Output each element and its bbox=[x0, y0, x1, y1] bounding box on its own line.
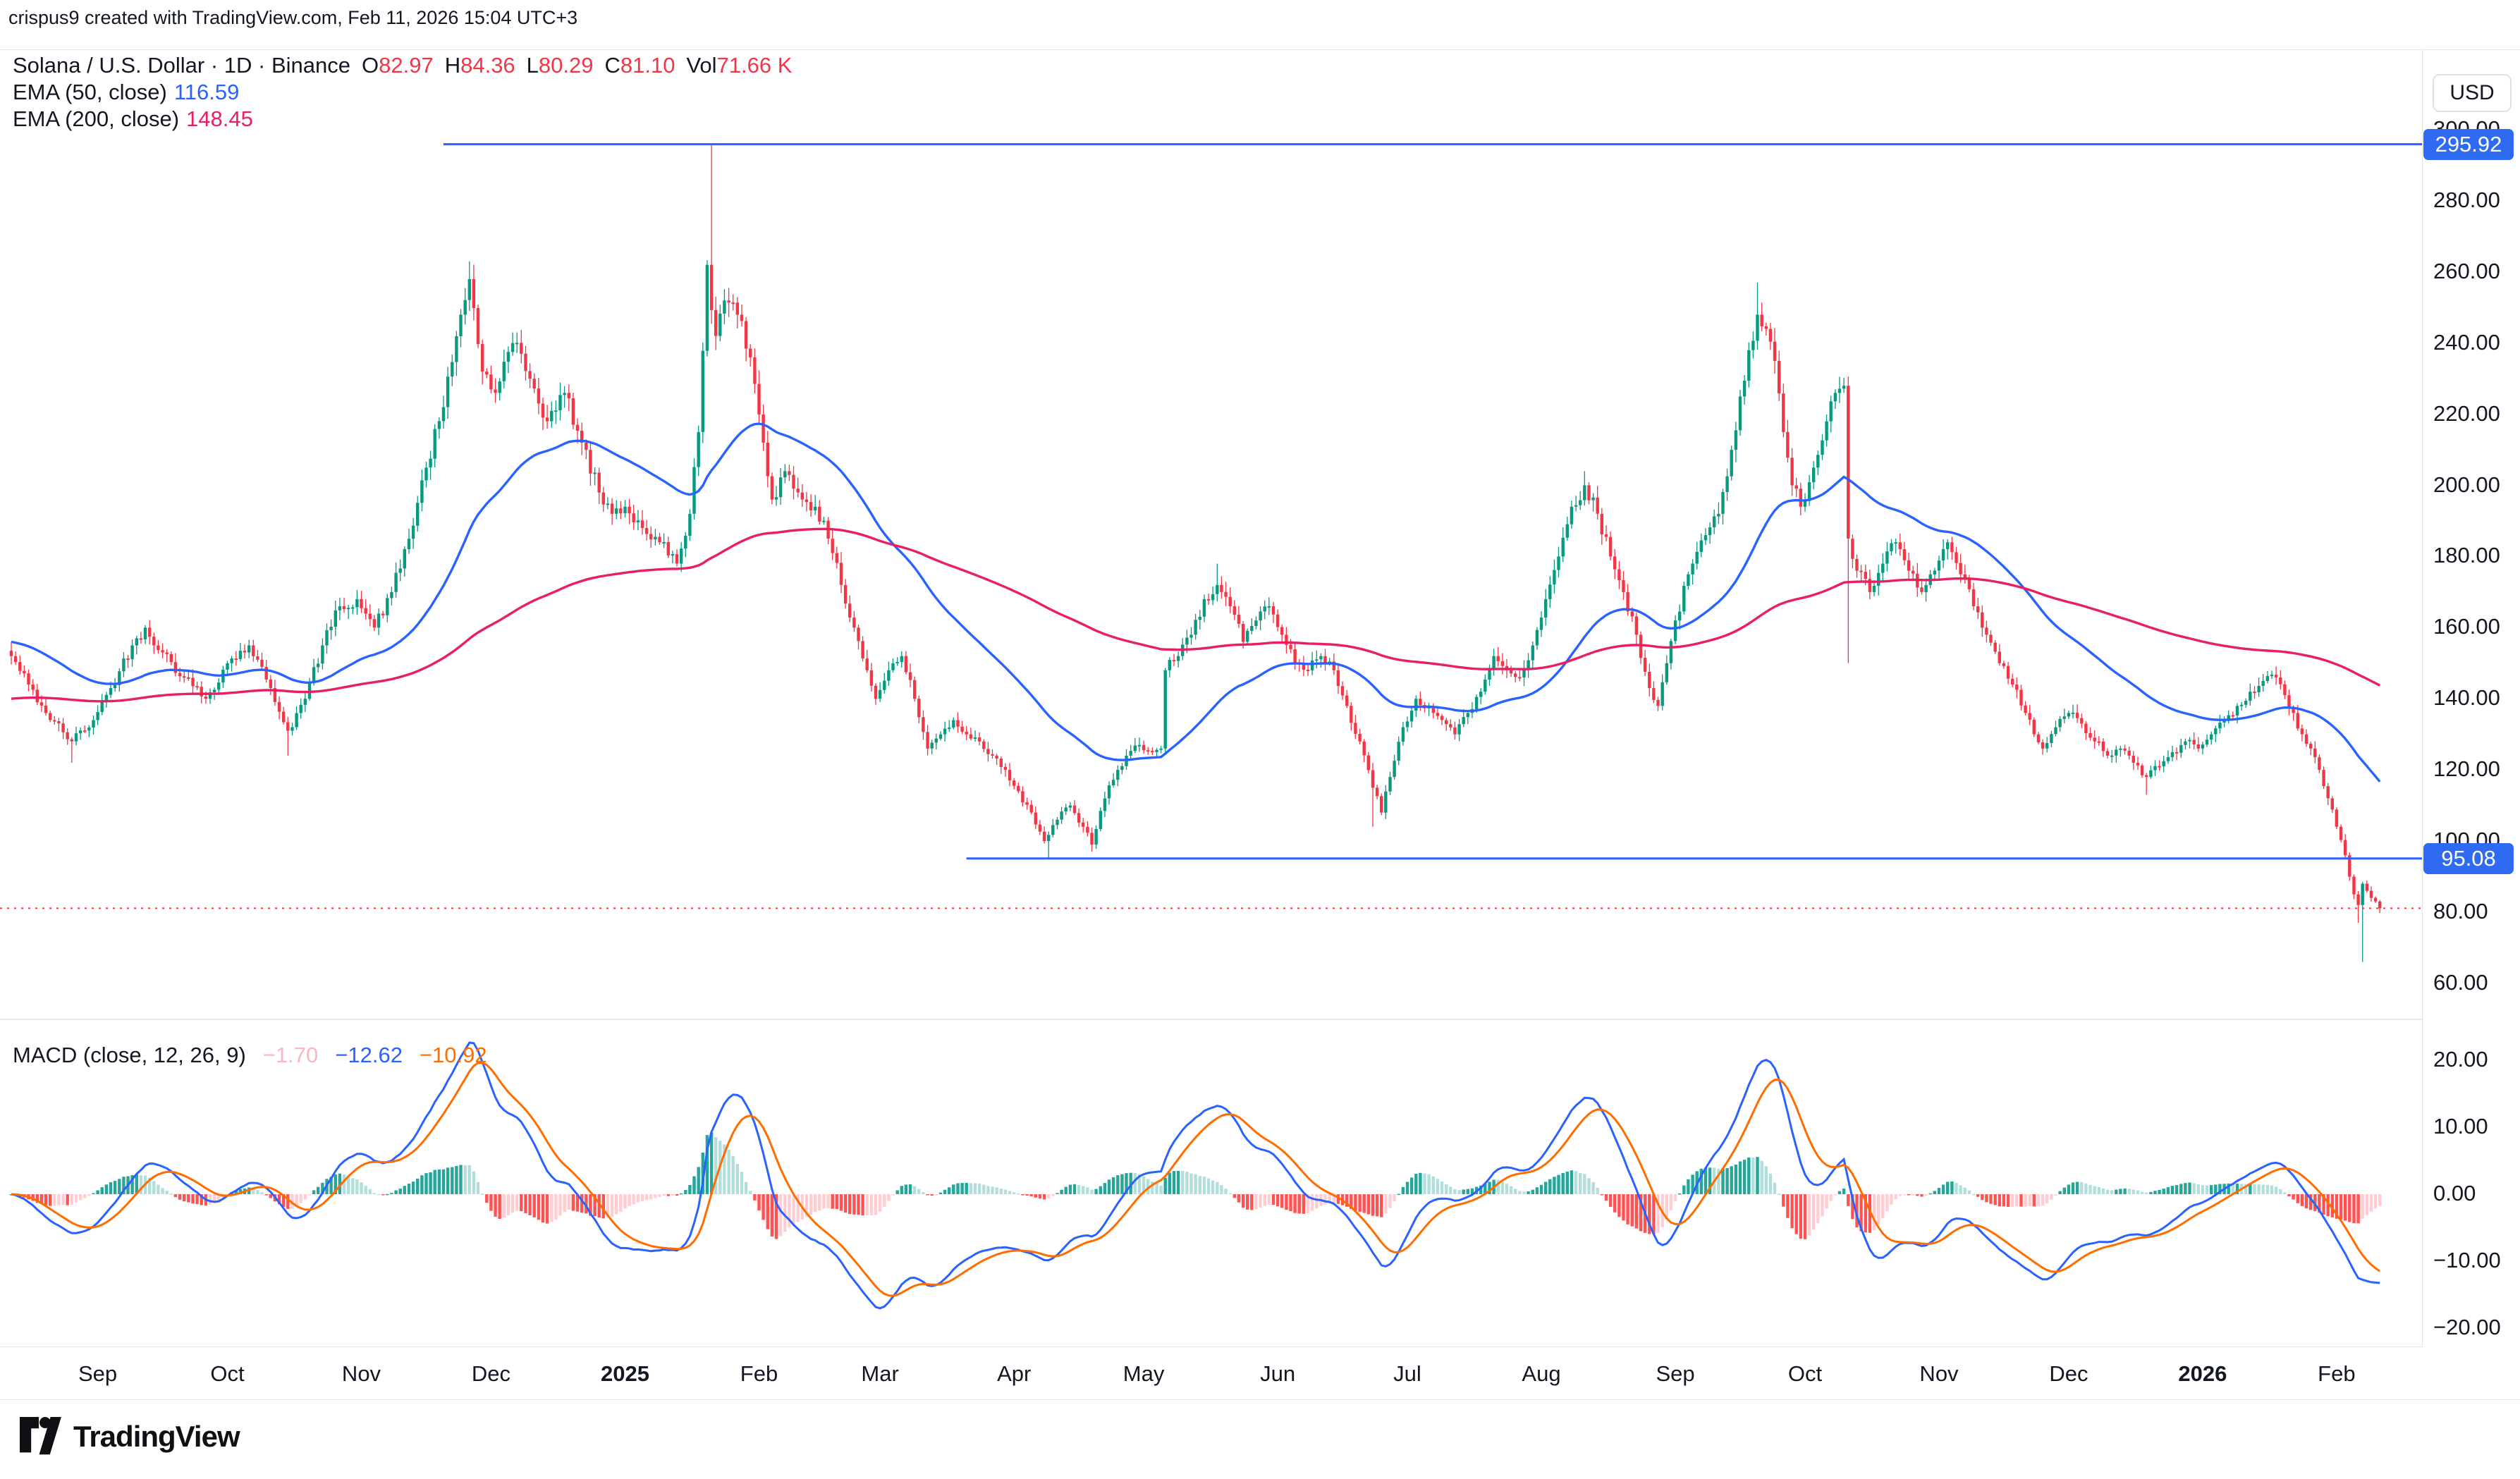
time-tick-label: Sep bbox=[78, 1361, 118, 1386]
volume-value: 71.66 K bbox=[716, 53, 793, 78]
ema200-legend-row: EMA (200, close) 148.45 bbox=[13, 106, 792, 133]
time-tick-label: May bbox=[1123, 1361, 1165, 1386]
time-tick-label: Mar bbox=[861, 1361, 899, 1386]
ohlc-key: H bbox=[444, 53, 461, 78]
creator-line: crispus9 created with TradingView.com, F… bbox=[8, 7, 578, 28]
price-pane[interactable] bbox=[0, 143, 2422, 962]
tradingview-logo-text: TradingView bbox=[73, 1420, 240, 1453]
price-tick-label: 140.00 bbox=[2433, 685, 2500, 711]
price-level-badge: 295.92 bbox=[2423, 128, 2514, 160]
macd-tick-label: 0.00 bbox=[2433, 1181, 2476, 1205]
time-tick-label: Jul bbox=[1393, 1361, 1421, 1386]
time-tick-label: Oct bbox=[210, 1361, 245, 1386]
price-tick-label: 260.00 bbox=[2433, 258, 2500, 283]
time-tick-label: Feb bbox=[740, 1361, 778, 1386]
price-tick-label: 280.00 bbox=[2433, 187, 2500, 212]
time-tick-label: Dec bbox=[2049, 1361, 2088, 1386]
ohlc-value: 84.36 bbox=[460, 53, 515, 78]
time-tick-label: Apr bbox=[997, 1361, 1032, 1386]
price-tick-label: 80.00 bbox=[2433, 898, 2488, 923]
footer: TradingView bbox=[0, 1400, 2520, 1479]
ohlc-values: O82.97 H84.36 L80.29 C81.10 bbox=[350, 53, 675, 78]
macd-label: MACD (close, 12, 26, 9) bbox=[13, 1043, 246, 1067]
tradingview-logo[interactable]: TradingView bbox=[20, 1417, 240, 1456]
time-tick-label: 2026 bbox=[2178, 1361, 2227, 1386]
ohlc-value: 80.29 bbox=[538, 53, 594, 78]
macd-tick-label: 10.00 bbox=[2433, 1114, 2488, 1139]
price-level-badge: 95.08 bbox=[2423, 842, 2514, 874]
time-tick-label: Dec bbox=[471, 1361, 510, 1386]
macd-tick-label: 20.00 bbox=[2433, 1047, 2488, 1072]
ohlc-key: L bbox=[526, 53, 539, 78]
time-tick-label: Nov bbox=[341, 1361, 381, 1386]
ohlc-key: O bbox=[362, 53, 379, 78]
ema50-label: EMA (50, close) bbox=[13, 80, 167, 104]
price-tick-label: 180.00 bbox=[2433, 543, 2500, 568]
macd-line-value: −12.62 bbox=[335, 1043, 403, 1067]
time-axis[interactable]: Sep Oct Nov Dec 2025 Feb Mar Apr May Jun Jul Aug Sep… bbox=[0, 1346, 2520, 1400]
macd-tick-label: −20.00 bbox=[2433, 1315, 2501, 1339]
time-tick-label: Nov bbox=[1919, 1361, 1959, 1386]
chart-legend: Solana / U.S. Dollar · 1D · Binance O82.… bbox=[13, 53, 792, 133]
ema200-label: EMA (200, close) bbox=[13, 106, 180, 131]
time-tick-label: Oct bbox=[1787, 1361, 1823, 1386]
price-tick-label: 60.00 bbox=[2433, 969, 2488, 995]
ema200-line bbox=[11, 527, 2380, 703]
price-tick-label: 120.00 bbox=[2433, 756, 2500, 782]
macd-pane[interactable] bbox=[9, 1041, 2382, 1310]
price-tick-label: 220.00 bbox=[2433, 400, 2500, 426]
ohlc-value: 82.97 bbox=[379, 53, 434, 78]
macd-tick-label: −10.00 bbox=[2433, 1248, 2501, 1272]
time-tick-label: Jun bbox=[1260, 1361, 1296, 1386]
ema50-value: 116.59 bbox=[173, 80, 240, 104]
creator-bar: crispus9 created with TradingView.com, F… bbox=[0, 0, 2520, 49]
ohlc-value: 81.10 bbox=[620, 53, 675, 78]
time-tick-label: Feb bbox=[2318, 1361, 2356, 1386]
volume-label: Vol bbox=[686, 53, 717, 78]
price-and-macd-chart[interactable] bbox=[0, 50, 2520, 1347]
macd-legend-row: MACD (close, 12, 26, 9) −1.70 −12.62 −10… bbox=[13, 1043, 491, 1068]
time-tick-label: 2025 bbox=[601, 1361, 649, 1386]
price-tick-label: 160.00 bbox=[2433, 614, 2500, 639]
ema50-line bbox=[11, 422, 2381, 783]
macd-hist-value: −1.70 bbox=[262, 1043, 319, 1067]
chart-widget: Solana / U.S. Dollar · 1D · Binance O82.… bbox=[0, 49, 2520, 1347]
symbol-title: Solana / U.S. Dollar · 1D · Binance bbox=[13, 53, 350, 78]
ema50-legend-row: EMA (50, close) 116.59 bbox=[13, 80, 792, 106]
macd-signal-value: −10.92 bbox=[419, 1043, 487, 1067]
time-tick-label: Aug bbox=[1522, 1361, 1561, 1386]
tradingview-logo-icon bbox=[20, 1417, 61, 1455]
macd-line bbox=[11, 1041, 2380, 1310]
price-tick-label: 200.00 bbox=[2433, 472, 2500, 497]
price-axis[interactable]: USD 300.00280.00260.00240.00220.00200.00… bbox=[2422, 50, 2520, 1347]
price-tick-label: 240.00 bbox=[2433, 329, 2500, 355]
ema200-value: 148.45 bbox=[186, 106, 253, 131]
ohlc-key: C bbox=[604, 53, 620, 78]
time-tick-label: Sep bbox=[1656, 1361, 1695, 1386]
symbol-legend-row: Solana / U.S. Dollar · 1D · Binance O82.… bbox=[13, 53, 792, 80]
macd-signal-line bbox=[11, 1062, 2381, 1297]
currency-button[interactable]: USD bbox=[2433, 74, 2512, 112]
